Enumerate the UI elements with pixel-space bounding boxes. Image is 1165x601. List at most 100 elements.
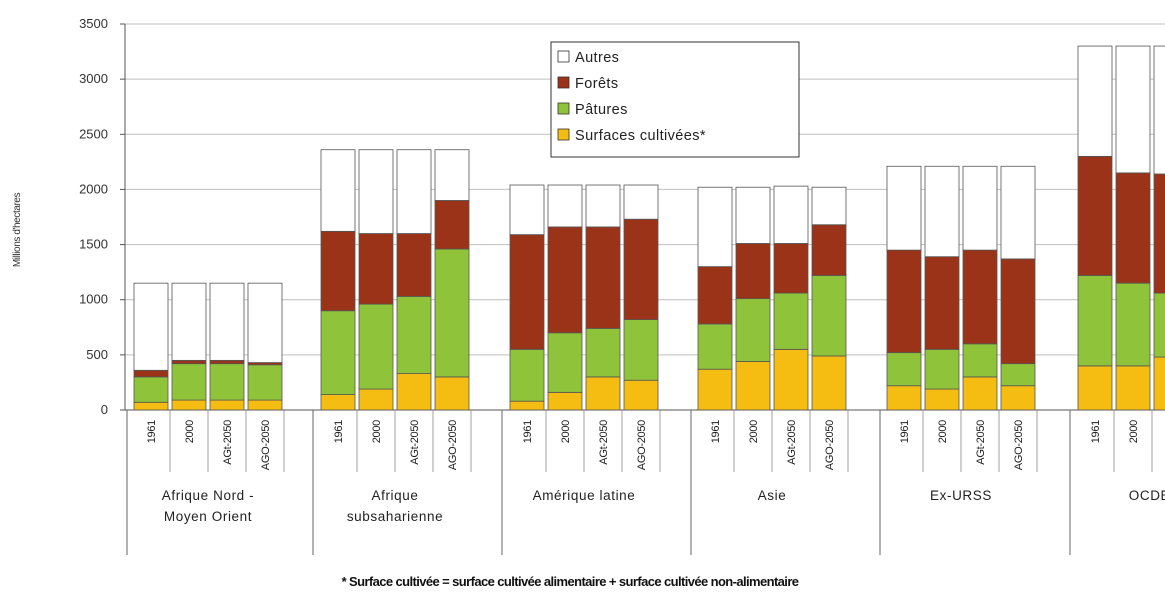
- bar-segment-g4-b0-s1: [887, 353, 921, 386]
- bar-segment-g4-b2-s0: [963, 377, 997, 410]
- x-axis-categories: 1961 2000 AGt-2050 AGO-2050Afrique Nord -Mo…: [127, 410, 1165, 555]
- bar-segment-g1-b1-s0: [359, 389, 393, 410]
- cat-tick-label-g4-b2: AGt-2050: [975, 420, 987, 465]
- cat-tick-label-g1-b3: AGO-2050: [447, 420, 459, 470]
- bar-segment-g5-b0-s1: [1078, 275, 1112, 365]
- cat-tick-label-g0-b3: AGO-2050: [260, 420, 272, 470]
- bar-segment-g4-b1-s0: [925, 389, 959, 410]
- bar-segment-g3-b1-s2: [736, 243, 770, 298]
- cat-tick-label-g3-b1: 2000: [748, 420, 760, 443]
- cat-tick-label-g5-b0: 1961: [1090, 420, 1102, 443]
- footnote: * Surface cultivée = surface cultivée al…: [342, 574, 799, 589]
- group-label-0-line-0: Afrique Nord -: [162, 488, 254, 503]
- bar-segment-g0-b1-s0: [172, 400, 206, 410]
- bar-segment-g1-b3-s0: [435, 377, 469, 410]
- bar-segment-g5-b1-s2: [1116, 173, 1150, 283]
- bar-segment-g3-b1-s1: [736, 299, 770, 362]
- bar-segment-g1-b2-s1: [397, 296, 431, 373]
- y-tick-label-0: 0: [101, 402, 108, 417]
- cat-tick-label-g0-b2: AGt-2050: [222, 420, 234, 465]
- bar-segment-g3-b1-s0: [736, 361, 770, 410]
- bar-segment-g0-b1-s3: [172, 283, 206, 360]
- bar-segment-g3-b0-s3: [698, 187, 732, 266]
- cat-tick-label-g2-b1: 2000: [560, 420, 572, 443]
- bar-segment-g1-b3-s1: [435, 249, 469, 377]
- bar-segment-g4-b2-s2: [963, 250, 997, 344]
- bar-segment-g1-b1-s2: [359, 234, 393, 305]
- bar-segment-g3-b2-s2: [774, 243, 808, 293]
- bar-segment-g0-b2-s2: [210, 360, 244, 363]
- group-label-1-line-1: subsaharienne: [347, 509, 443, 524]
- cat-tick-label-g1-b1: 2000: [371, 420, 383, 443]
- bar-segment-g3-b3-s1: [812, 275, 846, 356]
- bar-segment-g4-b0-s3: [887, 166, 921, 250]
- cat-tick-label-g0-b1: 2000: [184, 420, 196, 443]
- cat-tick-label-g2-b0: 1961: [522, 420, 534, 443]
- bar-segment-g4-b2-s3: [963, 166, 997, 250]
- legend-swatch-1: [558, 77, 569, 88]
- cat-tick-label-g3-b3: AGO-2050: [824, 420, 836, 470]
- bar-segment-g2-b0-s1: [510, 349, 544, 401]
- bar-segment-g3-b1-s3: [736, 187, 770, 243]
- bar-segment-g0-b2-s3: [210, 283, 244, 360]
- bar-segment-g4-b1-s3: [925, 166, 959, 256]
- legend-label-0: Autres: [575, 50, 619, 66]
- cat-tick-label-g1-b0: 1961: [333, 420, 345, 443]
- y-tick-label-500: 500: [86, 347, 108, 362]
- bar-segment-g0-b3-s3: [248, 283, 282, 362]
- bar-segment-g2-b0-s3: [510, 185, 544, 235]
- bar-segment-g5-b1-s0: [1116, 366, 1150, 410]
- bar-segment-g4-b0-s0: [887, 386, 921, 410]
- cat-tick-label-g3-b2: AGt-2050: [786, 420, 798, 465]
- bar-segment-g1-b1-s3: [359, 150, 393, 234]
- bar-segment-g1-b0-s2: [321, 231, 355, 310]
- bar-segment-g0-b2-s0: [210, 400, 244, 410]
- legend-label-2: Pâtures: [575, 102, 628, 118]
- bar-segment-g3-b3-s3: [812, 187, 846, 224]
- bar-segment-g0-b3-s1: [248, 365, 282, 400]
- legend: Autres Forêts Pâtures Surfaces cultivées*: [551, 42, 799, 157]
- cat-tick-label-g4-b3: AGO-2050: [1013, 420, 1025, 470]
- bar-segment-g5-b1-s1: [1116, 283, 1150, 366]
- bar-segment-g3-b0-s2: [698, 267, 732, 324]
- group-label-5-line-0: OCDE-: [1129, 488, 1165, 503]
- bar-segment-g2-b1-s3: [548, 185, 582, 227]
- bar-segment-g0-b1-s2: [172, 360, 206, 363]
- bar-segment-g2-b2-s1: [586, 328, 620, 377]
- cat-tick-label-g2-b3: AGO-2050: [636, 420, 648, 470]
- bar-segment-g2-b1-s1: [548, 333, 582, 393]
- y-tick-label-3000: 3000: [79, 71, 108, 86]
- bar-segment-g1-b3-s2: [435, 200, 469, 249]
- y-axis-label: Millions d'hectares: [12, 192, 23, 267]
- y-tick-label-2500: 2500: [79, 126, 108, 141]
- bar-segment-g3-b2-s0: [774, 349, 808, 410]
- bar-segment-g5-b2-s2: [1154, 174, 1165, 293]
- bar-segment-g3-b3-s2: [812, 225, 846, 276]
- bar-segment-g0-b0-s2: [134, 370, 168, 377]
- cat-tick-label-g4-b1: 2000: [937, 420, 949, 443]
- bar-segment-g4-b1-s1: [925, 349, 959, 389]
- cat-tick-label-g5-b1: 2000: [1128, 420, 1140, 443]
- bar-segment-g3-b2-s1: [774, 293, 808, 349]
- bar-segment-g1-b2-s0: [397, 374, 431, 410]
- bar-segment-g1-b1-s1: [359, 304, 393, 389]
- bar-segment-g0-b3-s0: [248, 400, 282, 410]
- bar-segment-g2-b3-s0: [624, 380, 658, 410]
- group-label-1-line-0: Afrique: [372, 488, 419, 503]
- bar-segment-g4-b3-s1: [1001, 364, 1035, 386]
- bar-segment-g4-b1-s2: [925, 257, 959, 350]
- y-tick-label-1500: 1500: [79, 237, 108, 252]
- cat-tick-label-g2-b2: AGt-2050: [598, 420, 610, 465]
- bar-segment-g3-b2-s3: [774, 186, 808, 243]
- bar-segment-g4-b0-s2: [887, 250, 921, 353]
- bar-segment-g1-b2-s2: [397, 234, 431, 297]
- bar-segment-g2-b0-s2: [510, 235, 544, 350]
- bar-segment-g0-b0-s0: [134, 402, 168, 410]
- bar-segment-g5-b0-s0: [1078, 366, 1112, 410]
- bar-segment-g2-b2-s2: [586, 227, 620, 328]
- bar-segment-g3-b0-s0: [698, 369, 732, 410]
- bar-segment-g2-b1-s2: [548, 227, 582, 333]
- bar-segment-g5-b2-s3: [1154, 46, 1165, 174]
- bar-segment-g1-b3-s3: [435, 150, 469, 201]
